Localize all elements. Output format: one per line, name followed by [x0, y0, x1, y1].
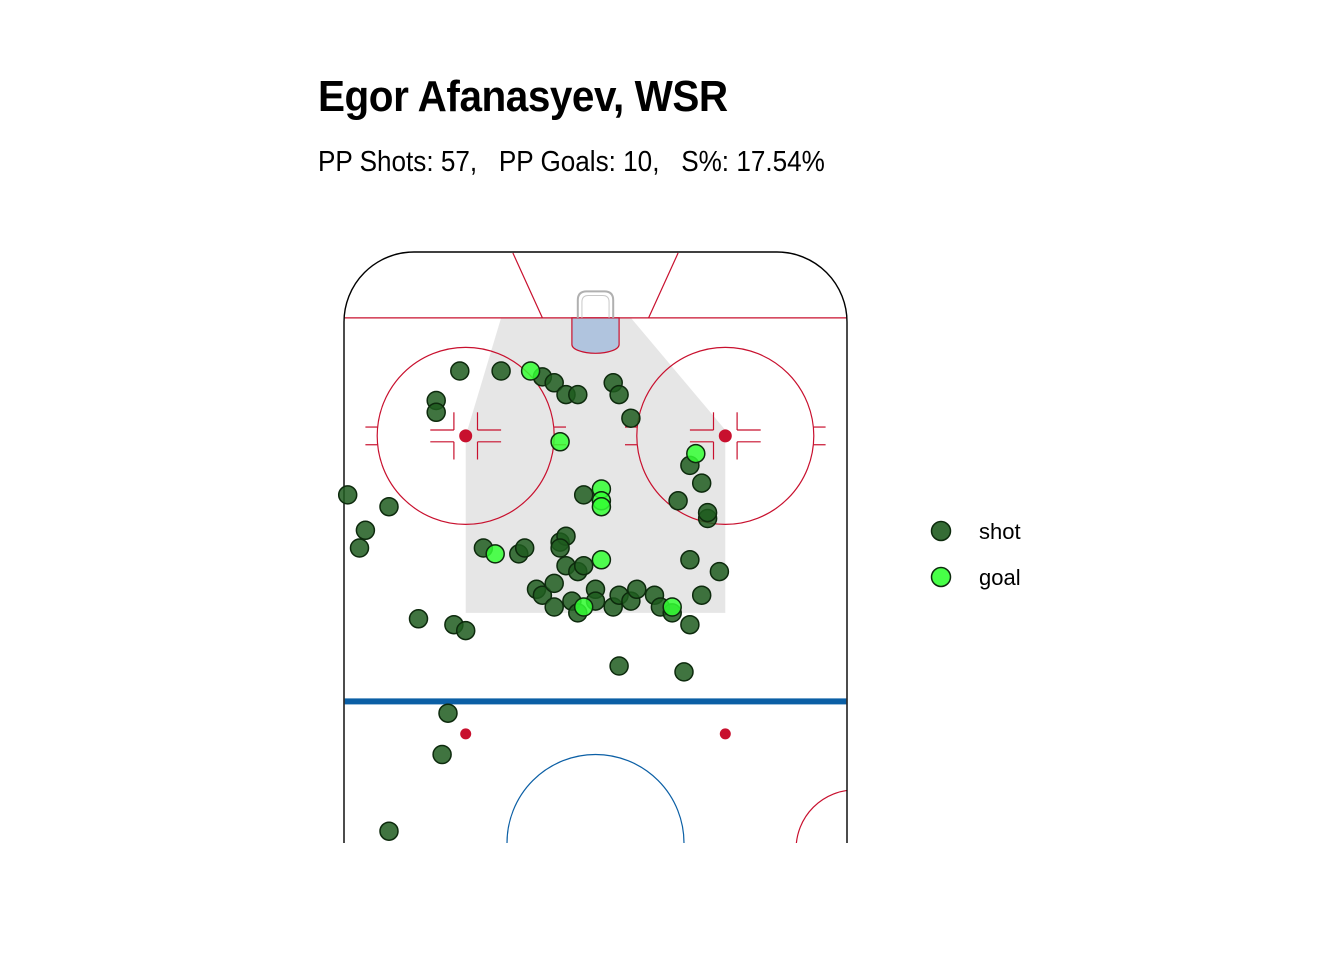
goal-point: [573, 597, 594, 617]
faceoff-dot-right: [718, 429, 732, 443]
shot-points-layer: [337, 361, 730, 841]
shot-point: [450, 361, 470, 381]
shot-point: [550, 538, 570, 558]
neutral-circle-edge: [795, 789, 847, 843]
legend-marker-goal: [930, 566, 952, 588]
shot-point: [680, 550, 700, 570]
shot-point: [573, 555, 594, 576]
trapezoid-line-right: [648, 252, 679, 319]
shot-point: [349, 538, 370, 558]
shot-point: [573, 485, 594, 505]
shot-point: [691, 585, 712, 605]
shot-point: [691, 473, 712, 493]
shot-point: [609, 656, 629, 676]
faceoff-dot-left: [459, 429, 473, 443]
shot-point: [697, 502, 718, 523]
shot-point: [568, 384, 588, 405]
shot-point: [426, 402, 446, 423]
rink-surface: [344, 252, 847, 843]
neutral-dot-right: [719, 728, 731, 740]
goal-point: [686, 443, 706, 464]
high-danger-area: [465, 317, 726, 613]
shot-point: [379, 496, 399, 517]
shot-point: [709, 561, 730, 582]
shot-point: [532, 585, 553, 605]
blue-line: [344, 698, 847, 705]
legend-label-goal: goal: [979, 565, 1021, 590]
shot-point: [627, 579, 647, 600]
shot-point: [455, 620, 476, 641]
rink-boards: [343, 251, 848, 843]
neutral-dot-left: [460, 728, 472, 740]
trapezoid-line-left: [512, 252, 543, 319]
goal-net: [576, 290, 615, 318]
rink-layer: [343, 251, 848, 843]
goal-point: [591, 550, 612, 570]
shot-point: [621, 408, 641, 428]
center-ice-circle: [506, 753, 685, 843]
goal-point: [550, 432, 570, 452]
shot-point: [432, 744, 452, 765]
shot-point: [438, 703, 458, 723]
chart-title: Egor Afanasyev, WSR: [318, 72, 728, 121]
goal-point: [485, 544, 505, 564]
shot-point: [379, 821, 399, 841]
goal-point: [591, 496, 612, 517]
legend: shot goal: [930, 519, 1021, 590]
shot-point: [514, 538, 535, 558]
shot-point: [337, 485, 358, 505]
shot-point: [674, 662, 694, 682]
series-goal: [485, 361, 706, 617]
shot-point: [544, 573, 564, 594]
chart-subtitle: PP Shots: 57, PP Goals: 10, S%: 17.54%: [318, 146, 825, 178]
goal-point: [662, 597, 682, 617]
faceoff-circle-right: [636, 346, 815, 525]
shot-point: [355, 520, 376, 541]
shot-point: [668, 491, 688, 511]
goal-crease: [571, 317, 620, 354]
shot-point: [408, 609, 429, 629]
shot-point: [491, 361, 511, 381]
goal-net-inner: [581, 294, 610, 318]
legend-label-shot: shot: [979, 519, 1021, 544]
shot-point: [609, 384, 629, 405]
shot-point: [544, 373, 564, 393]
legend-marker-shot: [930, 520, 952, 542]
shot-point: [544, 597, 564, 617]
goal-point: [520, 361, 541, 381]
shot-point: [680, 614, 700, 635]
